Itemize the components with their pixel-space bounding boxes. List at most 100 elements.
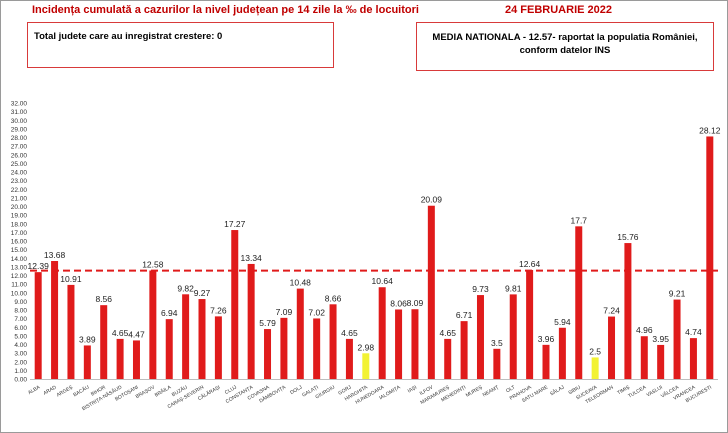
x-tick-label: MUREȘ bbox=[465, 384, 484, 399]
y-tick-label: 2.00 bbox=[14, 359, 27, 366]
bar bbox=[657, 344, 665, 379]
bar bbox=[476, 295, 484, 379]
bar bbox=[591, 357, 599, 379]
x-tick-label: BACĂU bbox=[72, 383, 91, 398]
data-label: 3.5 bbox=[491, 338, 503, 348]
bar bbox=[706, 136, 714, 379]
data-label: 17.27 bbox=[224, 219, 246, 229]
x-tick-label: ARGEȘ bbox=[56, 384, 75, 398]
y-tick-label: 25.00 bbox=[11, 161, 28, 168]
data-label: 12.39 bbox=[28, 261, 50, 271]
data-label: 13.34 bbox=[241, 253, 263, 263]
y-tick-label: 11.00 bbox=[11, 282, 27, 289]
data-label: 5.79 bbox=[259, 318, 276, 328]
data-label: 4.65 bbox=[439, 328, 456, 338]
bar bbox=[34, 272, 42, 379]
data-label: 9.81 bbox=[505, 283, 522, 293]
data-label: 17.7 bbox=[570, 215, 587, 225]
x-tick-label: ALBA bbox=[27, 384, 42, 396]
y-tick-label: 28.00 bbox=[11, 135, 28, 142]
growth-counties-box: Total judete care au inregistrat crester… bbox=[27, 22, 334, 68]
report-date: 24 FEBRUARIE 2022 bbox=[505, 4, 612, 16]
data-label: 7.09 bbox=[276, 307, 293, 317]
y-tick-label: 4.00 bbox=[14, 342, 27, 349]
y-tick-label: 10.00 bbox=[11, 290, 28, 297]
x-tick-label: IAȘI bbox=[407, 385, 418, 395]
data-label: 9.73 bbox=[472, 284, 489, 294]
x-tick-label: SIBIU bbox=[567, 384, 582, 396]
data-label: 4.47 bbox=[128, 329, 145, 339]
bar bbox=[526, 269, 534, 379]
data-label: 10.48 bbox=[290, 278, 312, 288]
data-label: 3.95 bbox=[652, 334, 669, 344]
bar bbox=[673, 299, 681, 379]
data-label: 7.02 bbox=[308, 307, 325, 317]
bar bbox=[460, 321, 468, 379]
bar bbox=[575, 226, 583, 379]
bar bbox=[132, 340, 140, 379]
y-tick-label: 1.00 bbox=[14, 368, 27, 375]
y-tick-label: 0.00 bbox=[14, 377, 27, 384]
bar bbox=[51, 261, 59, 379]
y-tick-label: 17.00 bbox=[11, 230, 28, 237]
data-label: 2.5 bbox=[589, 346, 601, 356]
x-tick-label: OLT bbox=[505, 385, 516, 395]
data-label: 3.89 bbox=[79, 334, 96, 344]
bar bbox=[67, 284, 75, 379]
data-label: 8.09 bbox=[407, 298, 424, 308]
bar bbox=[509, 294, 517, 379]
data-label: 9.27 bbox=[194, 288, 211, 298]
bar bbox=[264, 329, 272, 379]
bar bbox=[493, 348, 501, 379]
y-tick-label: 27.00 bbox=[11, 144, 28, 151]
y-tick-label: 20.00 bbox=[11, 204, 28, 211]
bar bbox=[640, 336, 648, 379]
data-label: 7.24 bbox=[603, 306, 620, 316]
y-tick-label: 14.00 bbox=[11, 256, 28, 263]
bar bbox=[198, 299, 206, 379]
data-label: 6.94 bbox=[161, 308, 178, 318]
bar bbox=[280, 317, 288, 379]
y-tick-label: 23.00 bbox=[11, 178, 28, 185]
x-tick-label: CLUJ bbox=[224, 384, 238, 396]
bar bbox=[313, 318, 321, 379]
national-average-text: MEDIA NATIONALA - 12.57- raportat la pop… bbox=[432, 32, 698, 43]
bar bbox=[395, 309, 403, 379]
data-label: 8.66 bbox=[325, 293, 342, 303]
y-tick-label: 9.00 bbox=[14, 299, 27, 306]
data-label: 10.64 bbox=[372, 276, 394, 286]
y-tick-label: 12.00 bbox=[11, 273, 28, 280]
y-tick-label: 3.00 bbox=[14, 351, 27, 358]
data-label: 4.74 bbox=[685, 327, 702, 337]
bar bbox=[608, 316, 616, 379]
bar bbox=[116, 338, 124, 379]
bar bbox=[542, 344, 550, 379]
bar bbox=[182, 294, 190, 379]
y-tick-label: 5.00 bbox=[14, 333, 27, 340]
bar bbox=[296, 288, 304, 379]
data-label: 15.76 bbox=[617, 232, 639, 242]
y-tick-label: 21.00 bbox=[11, 195, 28, 202]
x-tick-label: SĂLAJ bbox=[549, 383, 566, 397]
bar bbox=[83, 345, 91, 379]
national-average-source: conform datelor INS bbox=[519, 45, 611, 56]
bar bbox=[689, 338, 697, 379]
x-tick-label: TULCEA bbox=[627, 384, 648, 399]
bar bbox=[427, 205, 435, 379]
bar bbox=[558, 327, 566, 379]
y-tick-label: 30.00 bbox=[11, 118, 28, 125]
bar bbox=[329, 304, 337, 379]
data-label: 28.12 bbox=[699, 125, 721, 135]
data-label: 4.96 bbox=[636, 325, 653, 335]
y-tick-label: 18.00 bbox=[11, 221, 28, 228]
data-label: 4.65 bbox=[341, 328, 358, 338]
data-label: 8.06 bbox=[390, 298, 407, 308]
data-label: 5.94 bbox=[554, 317, 571, 327]
bar bbox=[100, 305, 108, 379]
y-tick-label: 13.00 bbox=[11, 264, 28, 271]
y-tick-label: 22.00 bbox=[11, 187, 28, 194]
bar bbox=[624, 243, 632, 379]
x-tick-label: NEAMȚ bbox=[482, 385, 500, 399]
data-label: 9.82 bbox=[177, 283, 194, 293]
y-tick-label: 32.00 bbox=[11, 101, 28, 108]
